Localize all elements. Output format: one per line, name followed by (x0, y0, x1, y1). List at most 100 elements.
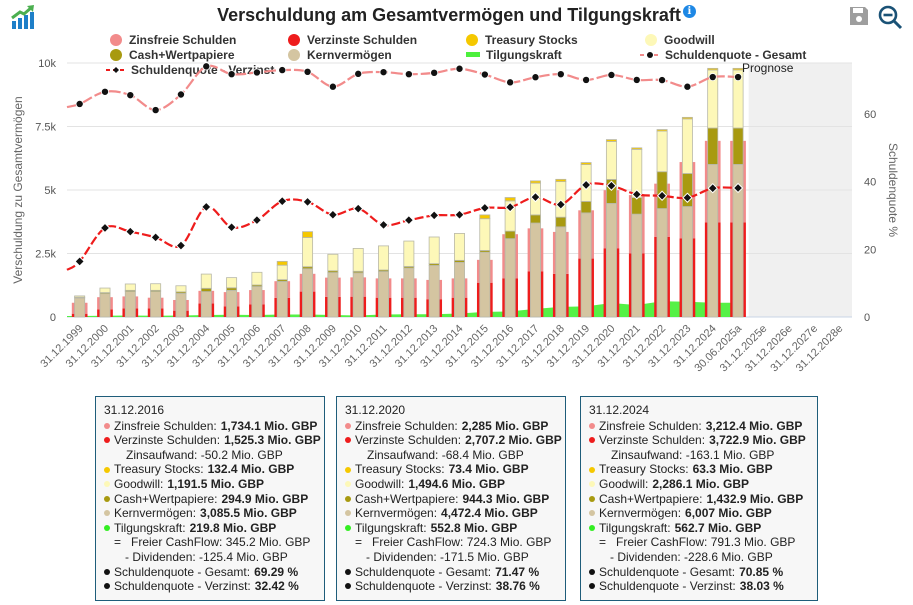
tooltip-bullet-icon (104, 510, 110, 517)
tooltip-row: Verzinste Schulden: 1,525.3 Mio. GBP (104, 433, 324, 448)
marker-schuldenquote-verzinst (707, 182, 718, 194)
marker-schuldenquote-verzinst (251, 214, 263, 226)
tooltip-row-label: Schuldenquote - Gesamt: (114, 564, 251, 579)
bar-cash-wertpapiere (580, 201, 592, 214)
tooltip-row-value: 294.9 Mio. GBP (221, 491, 309, 506)
tooltip-row: Zinsaufwand: -163.1 Mio. GBP (589, 448, 817, 463)
tooltip-row-label: Schuldenquote - Verzinst: (114, 579, 251, 594)
legend-dot (110, 33, 122, 46)
tooltip-card-2020: 31.12.2020 Zinsfreie Schulden: 2,285 Mio. … (336, 396, 566, 601)
marker-schuldenquote-verzinst (732, 182, 744, 194)
tooltip-row-value: 219.8 Mio. GBP (189, 520, 277, 535)
tooltip-row: Cash+Wertpapiere: 1,432.9 Mio. GBP (589, 492, 817, 507)
zoom-out-icon[interactable] (877, 4, 903, 30)
bar-goodwill (74, 295, 86, 298)
tooltip-row: Zinsfreie Schulden: 1,734.1 Mio. GBP (104, 419, 324, 434)
tooltip-row-label: Cash+Wertpapiere: (599, 491, 703, 506)
bar-kernvermögen (99, 293, 111, 318)
tooltip-bullet-icon (104, 481, 110, 488)
tooltip-bullet-icon (345, 422, 351, 429)
tooltip-bullet-icon (345, 466, 351, 473)
bar-kernvermögen (479, 251, 491, 318)
line-schuldenquote-gesamt (66, 64, 739, 112)
tooltip-row-label: Goodwill: (599, 476, 649, 491)
bar-kernvermögen (555, 226, 567, 318)
bar-goodwill (175, 285, 187, 293)
bar-goodwill (226, 277, 238, 289)
tooltip-row: Schuldenquote - Gesamt: 70.85 % (589, 565, 817, 580)
tooltip-card-2024: 31.12.2024 Zinsfreie Schulden: 3,212.4 Mio… (580, 396, 818, 601)
legend-item-zinsfreie-schulden[interactable]: Zinsfreie Schulden (110, 32, 236, 47)
tooltip-row-label: Zinsaufwand: -68.4 Mio. GBP (367, 447, 524, 462)
bar-goodwill (605, 141, 617, 180)
legend-item-verzinste-schulden[interactable]: Verzinste Schulden (288, 32, 417, 47)
bar-goodwill (302, 237, 314, 268)
bar-kernvermögen (403, 267, 415, 318)
y2-tick-label: 40 (864, 177, 876, 189)
bar-treasury-stocks (555, 178, 567, 183)
legend-label: Verzinste Schulden (307, 32, 418, 47)
bar-goodwill (200, 273, 212, 289)
bar-kernvermögen (681, 206, 693, 318)
tooltip-row: Verzinste Schulden: 2,707.2 Mio. GBP (345, 433, 565, 448)
tooltip-date: 31.12.2016 (104, 403, 165, 417)
marker-schuldenquote-verzinst (656, 190, 668, 201)
legend-bar (466, 52, 480, 57)
tooltip-bullet-icon (589, 466, 595, 473)
legend-dot (645, 33, 657, 46)
legend-item-cash-wertpapiere[interactable]: Cash+Wertpapiere (110, 47, 235, 62)
info-icon[interactable]: i (682, 5, 696, 18)
marker-schuldenquote-verzinst (302, 196, 313, 208)
marker-schuldenquote-gesamt (404, 70, 413, 79)
y2-tick-label: 60 (864, 109, 876, 121)
marker-schuldenquote-verzinst (150, 232, 161, 243)
tooltip-bullet-icon (345, 481, 351, 488)
bar-cash-wertpapiere (555, 216, 567, 228)
tooltip-row-value: 38.03 % (739, 579, 784, 594)
tooltip-row-value: 3,722.9 Mio. GBP (709, 433, 806, 448)
tooltip-bullet-icon (589, 510, 595, 517)
tooltip-row: Treasury Stocks: 73.4 Mio. GBP (345, 462, 565, 477)
legend-item-kernvermoegen[interactable]: Kernvermögen (288, 47, 392, 62)
bar-cash-wertpapiere (631, 197, 643, 215)
tooltip-row-label: Zinsaufwand: -163.1 Mio. GBP (611, 447, 775, 462)
marker-schuldenquote-verzinst (175, 240, 187, 251)
tooltip-row: Cash+Wertpapiere: 944.3 Mio. GBP (345, 492, 565, 507)
tooltip-date: 31.12.2024 (589, 403, 650, 417)
tooltip-date: 31.12.2020 (345, 403, 406, 417)
y-tick-label: 0 (50, 312, 56, 324)
chart-legend: Zinsfreie Schulden Verzinste Schulden Tr… (0, 31, 913, 77)
legend-dot (288, 48, 300, 61)
tooltip-bullet-icon (104, 466, 110, 473)
marker-schuldenquote-verzinst (428, 210, 440, 221)
y2-axis-label: Schuldenquote % (886, 143, 900, 237)
marker-schuldenquote-verzinst (403, 214, 415, 226)
legend-label: Treasury Stocks (485, 32, 578, 47)
tooltip-row-value: 3,085.5 Mio. GBP (200, 506, 297, 521)
legend-label: Goodwill (664, 32, 715, 47)
tooltip-row-value: 1,432.9 Mio. GBP (706, 491, 804, 506)
tooltip-row-label: Tilgungskraft: (114, 520, 186, 535)
bar-goodwill (454, 233, 465, 261)
legend-item-schuldenquote-gesamt[interactable]: Schuldenquote - Gesamt (640, 47, 806, 62)
bar-goodwill (352, 248, 364, 272)
tooltip-row-label: Treasury Stocks: (599, 462, 689, 477)
legend-item-goodwill[interactable]: Goodwill (645, 32, 715, 47)
bar-cash-wertpapiere (732, 127, 744, 165)
save-icon[interactable] (848, 5, 870, 27)
tooltip-row-value: 6,007 Mio. GBP (685, 506, 772, 521)
legend-line-marker (106, 66, 126, 73)
tooltip-bullet-icon (104, 525, 110, 532)
bar-kernvermögen (150, 291, 162, 318)
tooltip-row: Goodwill: 2,286.1 Mio. GBP (589, 477, 817, 492)
bar-goodwill (681, 118, 693, 174)
legend-item-treasury-stocks[interactable]: Treasury Stocks (466, 32, 578, 47)
tooltip-bullet-icon (345, 568, 351, 575)
tooltip-bullet-icon (589, 422, 595, 429)
tooltip-bullet-icon (104, 437, 110, 444)
marker-schuldenquote-gesamt (202, 62, 211, 71)
tooltip-row-value: 552.8 Mio. GBP (430, 520, 518, 535)
legend-item-tilgungskraft[interactable]: Tilgungskraft (466, 47, 562, 62)
y-axis-label: Verschuldung zu Gesamtvermögen (11, 96, 25, 283)
bar-treasury-stocks (732, 67, 744, 71)
